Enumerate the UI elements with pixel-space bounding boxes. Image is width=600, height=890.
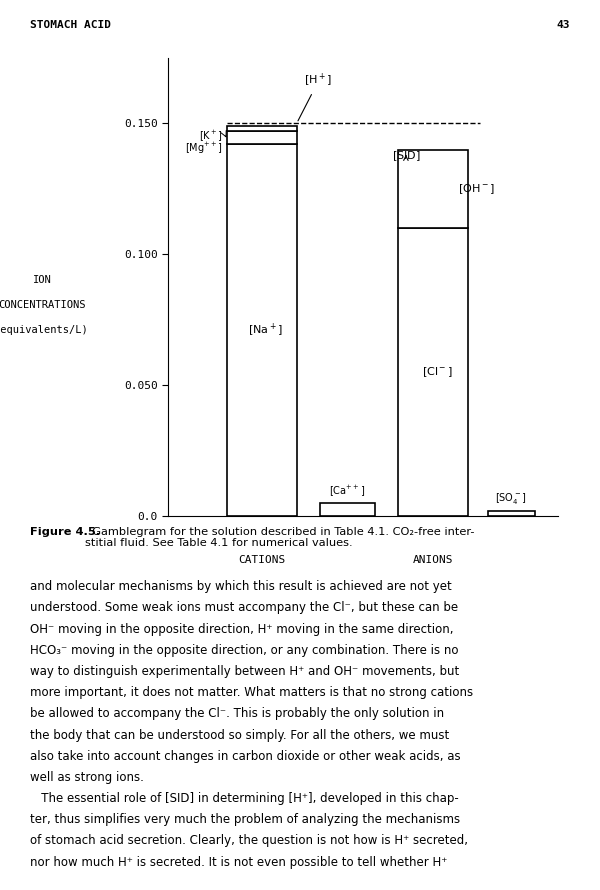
Text: and molecular mechanisms by which this result is achieved are not yet: and molecular mechanisms by which this r…	[30, 580, 452, 594]
Text: $\rm[K^+]$: $\rm[K^+]$	[199, 127, 223, 142]
Text: more important, it does not matter. What matters is that no strong cations: more important, it does not matter. What…	[30, 686, 473, 700]
Text: ter, thus simplifies very much the problem of analyzing the mechanisms: ter, thus simplifies very much the probl…	[30, 813, 460, 826]
Text: $\rm[SID]$: $\rm[SID]$	[392, 150, 420, 164]
Bar	[398, 150, 469, 228]
Bar	[398, 228, 469, 516]
Text: also take into account changes in carbon dioxide or other weak acids, as: also take into account changes in carbon…	[30, 749, 461, 763]
Text: STOMACH ACID: STOMACH ACID	[30, 20, 111, 29]
Text: $\rm[Ca^{++}]$: $\rm[Ca^{++}]$	[329, 483, 365, 498]
Text: Figure 4.5.: Figure 4.5.	[30, 527, 100, 537]
Bar	[488, 511, 535, 516]
Text: $\rm[H^+]$: $\rm[H^+]$	[298, 72, 332, 121]
Text: (equivalents/L): (equivalents/L)	[0, 325, 89, 336]
Bar	[227, 144, 297, 516]
Text: understood. Some weak ions must accompany the Cl⁻, but these can be: understood. Some weak ions must accompan…	[30, 602, 458, 614]
Text: the body that can be understood so simply. For all the others, we must: the body that can be understood so simpl…	[30, 729, 449, 741]
Text: $\rm[Cl^-]$: $\rm[Cl^-]$	[422, 365, 452, 379]
Text: well as strong ions.: well as strong ions.	[30, 771, 144, 784]
Text: The essential role of [SID] in determining [H⁺], developed in this chap-: The essential role of [SID] in determini…	[30, 792, 459, 805]
Bar	[227, 131, 297, 144]
Text: of stomach acid secretion. Clearly, the question is not how is H⁺ secreted,: of stomach acid secretion. Clearly, the …	[30, 835, 468, 847]
Text: be allowed to accompany the Cl⁻. This is probably the only solution in: be allowed to accompany the Cl⁻. This is…	[30, 708, 444, 720]
Bar	[227, 126, 297, 131]
Text: $\rm[OH^-]$: $\rm[OH^-]$	[458, 182, 494, 196]
Text: 43: 43	[557, 20, 570, 29]
Text: CONCENTRATIONS: CONCENTRATIONS	[0, 300, 86, 311]
Text: $\rm[Na^+]$: $\rm[Na^+]$	[248, 321, 283, 339]
Text: $\rm[SO_4^-]$: $\rm[SO_4^-]$	[496, 490, 527, 506]
Text: ION: ION	[32, 275, 52, 286]
Text: OH⁻ moving in the opposite direction, H⁺ moving in the same direction,: OH⁻ moving in the opposite direction, H⁺…	[30, 623, 454, 635]
Text: nor how much H⁺ is secreted. It is not even possible to tell whether H⁺: nor how much H⁺ is secreted. It is not e…	[30, 855, 448, 869]
Text: ANIONS: ANIONS	[413, 555, 454, 565]
Bar	[320, 503, 374, 516]
Text: CATIONS: CATIONS	[238, 555, 285, 565]
Text: HCO₃⁻ moving in the opposite direction, or any combination. There is no: HCO₃⁻ moving in the opposite direction, …	[30, 643, 458, 657]
Text: Gamblegram for the solution described in Table 4.1. CO₂-free inter-
stitial flui: Gamblegram for the solution described in…	[85, 527, 475, 548]
Text: $\rm[Mg^{++}]$: $\rm[Mg^{++}]$	[185, 141, 223, 156]
Text: way to distinguish experimentally between H⁺ and OH⁻ movements, but: way to distinguish experimentally betwee…	[30, 665, 459, 678]
